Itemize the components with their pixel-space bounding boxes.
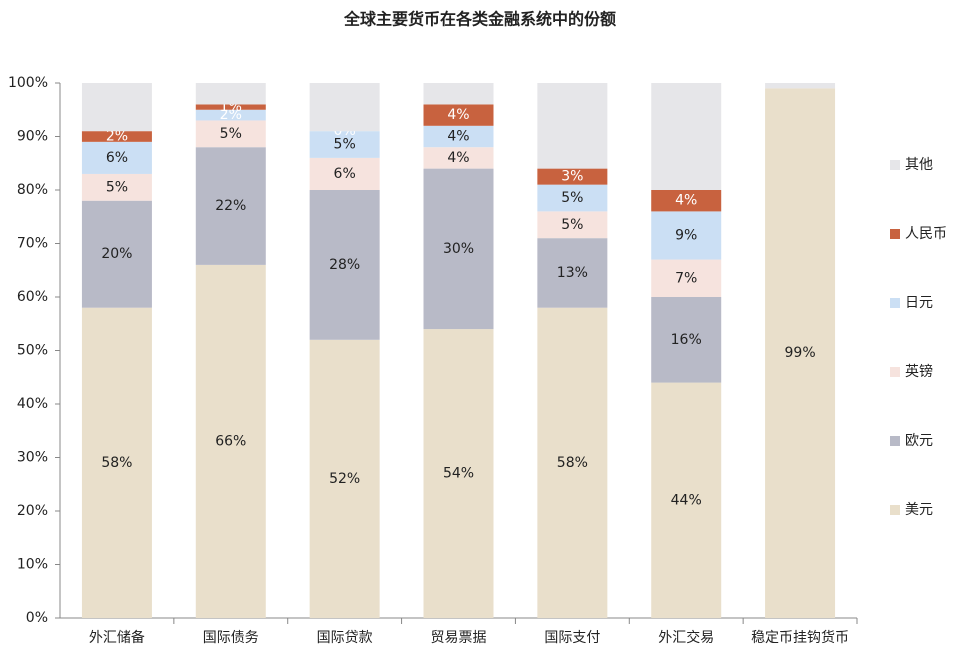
bar-segment [81,173,152,201]
bar-segment [423,104,494,126]
data-label: 22% [215,198,246,214]
data-label: 30% [443,241,474,257]
data-label: 2% [220,107,242,123]
data-label: 20% [101,246,132,262]
data-label: 16% [671,332,702,348]
x-tick-label: 国际债务 [203,630,259,646]
bar-segment [537,211,608,239]
y-tick-label: 10% [17,557,48,573]
bar-segment [651,190,722,212]
bar-segment [537,184,608,212]
bar-segment [309,131,380,158]
data-label: 66% [215,433,246,449]
data-label: 99% [785,345,816,361]
data-label: 4% [447,150,469,166]
bar-segment [537,238,608,308]
y-tick-label: 20% [17,503,48,519]
data-label: 5% [561,217,583,233]
bar-segment [651,83,722,190]
bar-segment [765,88,836,619]
bar-segment [651,259,722,297]
bar-segment [81,141,152,174]
legend-swatch [890,505,900,515]
data-label: 3% [561,169,583,185]
legend-swatch [890,367,900,377]
data-label: 13% [557,265,588,281]
bar-segment [195,120,266,148]
x-tick-label: 稳定币挂钩货币 [751,629,849,646]
bar-segment [423,329,494,618]
y-tick-label: 60% [17,289,48,305]
legend-swatch [890,229,900,239]
bar-segment [81,307,152,618]
data-label: 5% [220,126,242,142]
y-tick-label: 90% [17,129,48,145]
bar-segment [81,131,152,142]
x-tick-label: 国际贷款 [317,630,373,646]
y-tick-label: 50% [17,343,48,359]
bar-segment [651,211,722,260]
data-label: 44% [671,492,702,508]
y-tick-label: 40% [17,396,48,412]
bar-segment [195,104,266,110]
bar-segment [765,83,836,89]
bar-segment [423,83,494,105]
y-tick-label: 30% [17,450,48,466]
bar-segment [81,200,152,308]
y-tick-label: 80% [17,182,48,198]
data-label: 5% [106,179,128,195]
bar-segment [651,297,722,383]
data-label: 7% [675,270,697,286]
legend-label: 日元 [905,295,933,311]
data-label: 4% [675,193,697,209]
y-tick-label: 70% [17,236,48,252]
legend-swatch [890,298,900,308]
bar-segment [81,83,152,132]
x-tick-label: 国际支付 [544,630,600,646]
bar-segment [537,307,608,618]
data-label: 58% [557,455,588,471]
bar-segment [537,168,608,185]
legend-label: 其他 [905,157,933,173]
x-tick-label: 贸易票据 [431,630,487,646]
data-label: 9% [675,227,697,243]
bar-segment [309,83,380,132]
x-tick-label: 外汇交易 [658,629,714,646]
bar-segment [309,339,380,618]
bar-segment [195,83,266,105]
legend-label: 美元 [905,502,933,518]
bar-segment [423,125,494,148]
legend-label: 英镑 [905,363,933,380]
bar-segment [309,157,380,190]
bar-segment [651,382,722,618]
bar-segment [309,190,380,340]
x-tick-label: 外汇储备 [89,629,145,646]
data-label: 5% [334,137,356,153]
data-label: 28% [329,257,360,273]
data-label: 2% [106,129,128,145]
bar-segment [423,168,494,330]
bar-segment [195,264,266,618]
y-tick-label: 100% [8,75,48,91]
bar-segment [423,147,494,169]
data-label: 4% [447,129,469,145]
legend-swatch [890,160,900,170]
legend-label: 人民币 [905,226,947,242]
data-label: 6% [106,150,128,166]
legend-swatch [890,436,900,446]
y-tick-label: 0% [26,610,48,626]
data-label: 4% [447,107,469,123]
data-label: 52% [329,471,360,487]
bar-segment [195,109,266,121]
data-label: 6% [334,166,356,182]
data-label: 54% [443,466,474,482]
chart-title: 全球主要货币在各类金融系统中的份额 [343,10,616,29]
legend-label: 欧元 [905,433,933,449]
bar-segment [537,83,608,169]
data-label: 58% [101,455,132,471]
bar-segment [195,147,266,265]
data-label: 5% [561,190,583,206]
